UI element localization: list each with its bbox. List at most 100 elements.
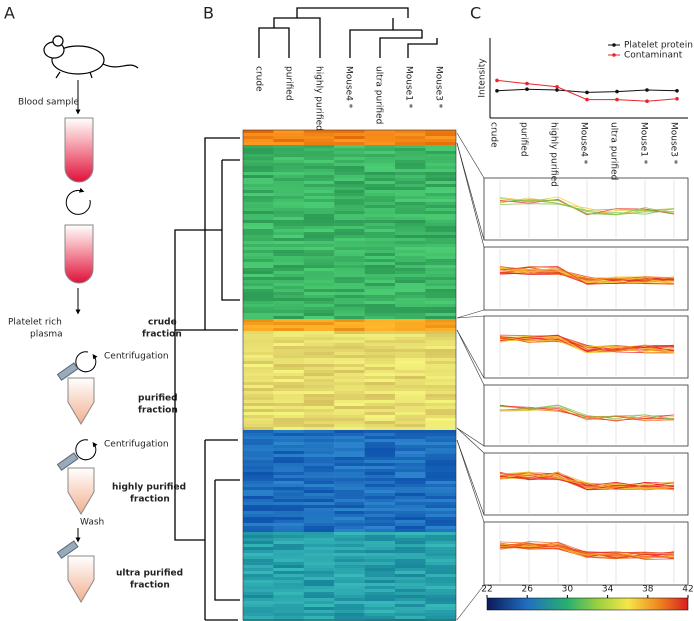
heatmap-cell: [395, 580, 426, 584]
heatmap-cell: [364, 466, 396, 470]
heatmap-cell: [303, 397, 335, 401]
heatmap-cell: [273, 355, 304, 359]
heatmap-cell: [273, 442, 304, 446]
heatmap-cell: [243, 457, 274, 461]
heatmap-cell: [243, 568, 274, 572]
tube-cap: [56, 540, 79, 559]
heatmap-cell: [334, 598, 365, 602]
heatmap-cell: [243, 481, 274, 485]
heatmap-cell: [273, 568, 304, 572]
fraction-label: ultra purified: [116, 569, 183, 579]
heatmap-cell: [334, 214, 365, 218]
heatmap-cell: [243, 298, 274, 302]
heatmap-cell: [243, 136, 274, 140]
heatmap-cell: [243, 520, 274, 524]
heatmap-cell: [425, 346, 456, 350]
heatmap-cell: [364, 616, 396, 620]
heatmap-cell: [243, 211, 274, 215]
heatmap-cell: [243, 511, 274, 515]
heatmap-cell: [395, 208, 426, 212]
heatmap-cell: [303, 400, 335, 404]
heatmap-cell: [395, 520, 426, 524]
heatmap-cell: [303, 418, 335, 422]
fraction-label: fraction: [142, 330, 182, 340]
heatmap-cell: [395, 397, 426, 401]
heatmap-cell: [303, 484, 335, 488]
heatmap-cell: [364, 409, 396, 413]
heatmap-cell: [334, 517, 365, 521]
heatmap-cell: [425, 319, 456, 323]
heatmap-cell: [303, 478, 335, 482]
heatmap-cell: [243, 151, 274, 155]
heatmap-cell: [395, 412, 426, 416]
heatmap-cell: [364, 253, 396, 257]
heatmap-cell: [243, 328, 274, 332]
heatmap-cell: [334, 442, 365, 446]
heatmap-cell: [425, 442, 456, 446]
heatmap-cell: [364, 271, 396, 275]
colorbar: [486, 597, 689, 611]
heatmap-cell: [273, 148, 304, 152]
heatmap-cell: [243, 448, 274, 452]
heatmap-cell: [334, 319, 365, 323]
mouse-icon: [43, 35, 139, 79]
point: [675, 89, 679, 93]
heatmap-cell: [303, 610, 335, 614]
heatmap-cell: [334, 475, 365, 479]
dendrogram: [258, 7, 438, 58]
heatmap-cell: [395, 490, 426, 494]
heatmap-cell: [303, 517, 335, 521]
heatmap-cell: [425, 226, 456, 230]
heatmap-cell: [303, 367, 335, 371]
heatmap-cell: [364, 493, 396, 497]
heatmap-cell: [364, 154, 396, 158]
heatmap-cell: [364, 556, 396, 560]
heatmap-cell: [425, 409, 456, 413]
tube-cap: [56, 362, 79, 381]
heatmap-cell: [273, 292, 304, 296]
heatmap-cell: [334, 541, 365, 545]
heatmap-cell: [425, 412, 456, 416]
heatmap-cell: [273, 253, 304, 257]
heatmap-cell: [273, 397, 304, 401]
profile-line: [499, 334, 675, 350]
heatmap-cell: [303, 163, 335, 167]
heatmap-cell: [334, 238, 365, 242]
heatmap-cell: [334, 496, 365, 500]
heatmap-cell: [364, 586, 396, 590]
connector: [456, 439, 485, 621]
heatmap-cell: [425, 181, 456, 185]
fraction-label: fraction: [130, 495, 170, 505]
heatmap-cell: [395, 256, 426, 260]
heatmap-cell: [425, 163, 456, 167]
heatmap-cell: [273, 583, 304, 587]
heatmap-cell: [425, 316, 456, 320]
heatmap-cell: [303, 205, 335, 209]
heatmap-cell: [243, 397, 274, 401]
heatmap-cell: [303, 286, 335, 290]
heatmap-cell: [303, 214, 335, 218]
heatmap-cell: [334, 601, 365, 605]
heatmap-cell: [273, 235, 304, 239]
heatmap-cell: [243, 259, 274, 263]
heatmap-cell: [334, 133, 365, 137]
heatmap-cell: [425, 355, 456, 359]
heatmap-cell: [425, 334, 456, 338]
heatmap-cell: [425, 262, 456, 266]
heatmap-cell: [273, 232, 304, 236]
heatmap-cell: [303, 307, 335, 311]
heatmap-cell: [243, 181, 274, 185]
heatmap-cell: [273, 412, 304, 416]
heatmap-cell: [364, 361, 396, 365]
heatmap-cell: [425, 148, 456, 152]
heatmap-cell: [303, 382, 335, 386]
panel-label: A: [4, 4, 15, 23]
heatmap-cell: [364, 385, 396, 389]
heatmap-cell: [425, 280, 456, 284]
heatmap-cell: [364, 151, 396, 155]
heatmap-cell: [395, 178, 426, 182]
heatmap-cell: [334, 349, 365, 353]
heatmap-cell: [334, 493, 365, 497]
heatmap-cell: [273, 439, 304, 443]
heatmap-cell: [243, 247, 274, 251]
